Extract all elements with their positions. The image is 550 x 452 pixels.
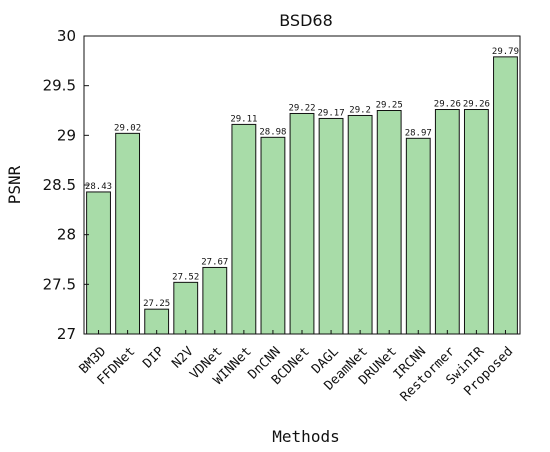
value-label-dip: 27.25: [143, 299, 170, 309]
bar-deamnet: [347, 114, 373, 335]
y-tick-label: 28: [57, 226, 76, 244]
value-label-n2v: 27.52: [172, 272, 199, 282]
value-label-proposed: 29.79: [492, 47, 519, 57]
value-label-winnet: 29.11: [230, 114, 257, 124]
value-label-swinir: 29.26: [463, 100, 490, 110]
y-axis-label: PSNR: [5, 165, 24, 204]
bar-dagl: [318, 117, 344, 335]
value-label-dncnn: 28.98: [259, 127, 286, 137]
bar-n2v: [173, 281, 199, 335]
bar-ffdnet: [115, 132, 141, 335]
y-tick-label: 28.5: [43, 176, 76, 194]
y-tick-label: 30: [57, 27, 76, 45]
value-label-ffdnet: 29.02: [114, 123, 141, 133]
bar-restormer: [434, 109, 460, 335]
bar-proposed: [493, 56, 518, 335]
bar-drunet: [376, 110, 402, 335]
bar-bcdnet: [289, 112, 315, 335]
bar-dncnn: [260, 136, 286, 335]
value-label-ircnn: 28.97: [405, 128, 432, 138]
bar-bm3d: [86, 191, 111, 335]
bar-winnet: [231, 123, 257, 335]
bar-vdnet: [202, 266, 228, 335]
bars-group: [86, 56, 518, 335]
y-tick-label: 29: [57, 126, 76, 144]
x-tick-label-dip: DIP: [140, 344, 167, 371]
value-label-drunet: 29.25: [376, 101, 403, 111]
value-label-bm3d: 28.43: [85, 182, 112, 192]
value-labels-group: 28.4329.0227.2527.5227.6729.1128.9829.22…: [85, 47, 519, 309]
y-tick-label: 27: [57, 325, 76, 343]
bar-ircnn: [405, 137, 431, 335]
value-label-dagl: 29.17: [318, 108, 345, 118]
y-axis: 27 27.5 28 28.5 29 29.5 30: [43, 27, 89, 343]
bar-swinir: [463, 109, 489, 335]
x-axis-label: Methods: [272, 427, 339, 446]
y-tick-label: 27.5: [43, 275, 76, 293]
value-label-deamnet: 29.2: [349, 105, 371, 115]
chart-title: BSD68: [279, 11, 333, 30]
value-label-restormer: 29.26: [434, 100, 461, 110]
value-label-bcdnet: 29.22: [288, 103, 315, 113]
y-tick-label: 29.5: [43, 77, 76, 95]
value-label-vdnet: 27.67: [201, 257, 228, 267]
